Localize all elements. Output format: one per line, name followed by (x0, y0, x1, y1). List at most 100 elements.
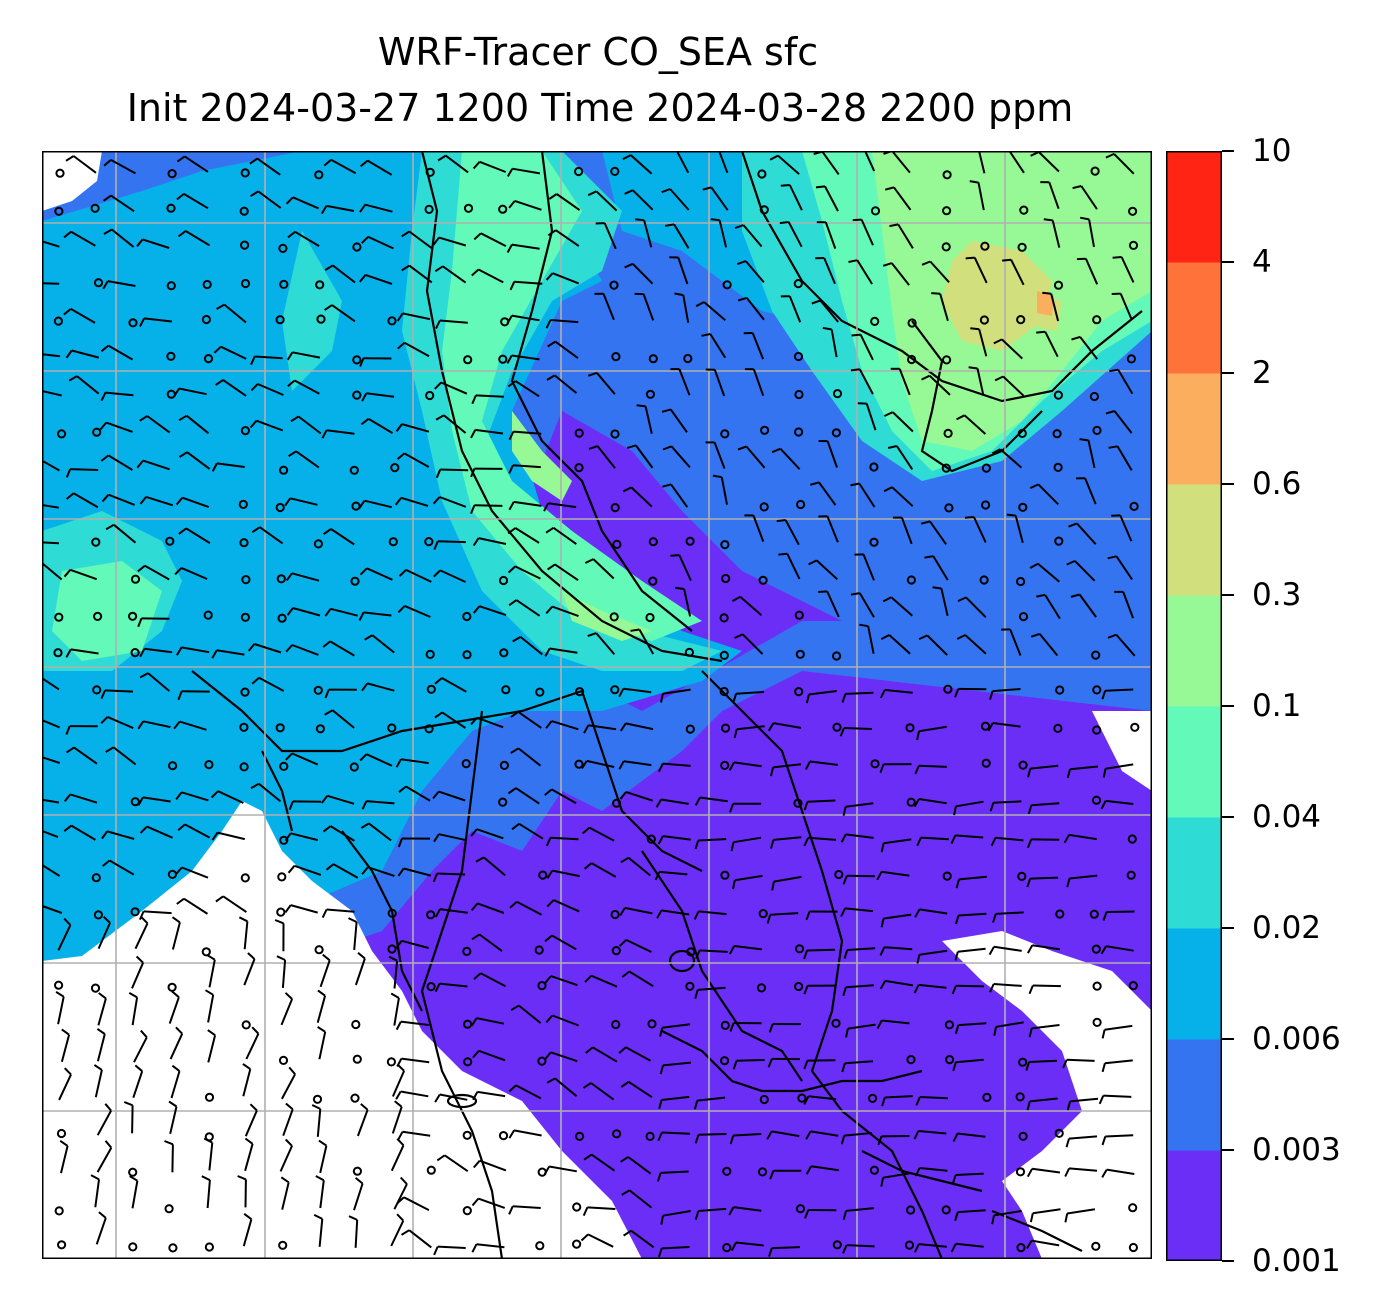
missing-region-se (942, 931, 1152, 1259)
calm-wind-marker (1055, 685, 1065, 695)
wind-barb (95, 1211, 107, 1245)
wind-barb (1030, 632, 1059, 657)
wind-barb (508, 1129, 542, 1139)
wind-barb (137, 564, 170, 581)
calm-wind-marker (831, 428, 842, 438)
wind-barb (656, 909, 690, 919)
wind-barb (915, 1096, 948, 1106)
wind-barb (434, 711, 466, 729)
calm-wind-marker (1090, 166, 1100, 176)
wind-barb (396, 1196, 430, 1211)
wind-barb (102, 280, 136, 290)
wind-barb (581, 759, 615, 769)
colorbar-tick-label: 0.04 (1252, 799, 1322, 835)
wind-barb (203, 1137, 214, 1171)
chart-title-line1: WRF-Tracer CO_SEA sfc (377, 30, 819, 74)
wind-barb (360, 822, 392, 842)
calm-wind-marker (648, 354, 658, 364)
wind-barb (433, 1245, 466, 1256)
wind-barb (470, 428, 504, 439)
calm-wind-marker (279, 761, 289, 772)
calm-wind-marker (611, 352, 621, 362)
colorbar-band (1166, 595, 1222, 707)
wind-barb (955, 875, 987, 889)
wind-barb (768, 1246, 800, 1257)
wind-barb (769, 763, 802, 777)
calm-wind-marker (351, 1019, 361, 1030)
calm-wind-marker (942, 871, 952, 881)
wind-barb (178, 451, 211, 470)
wind-barb (877, 1135, 910, 1146)
wind-barb (842, 1244, 875, 1254)
wind-barb (396, 452, 430, 468)
field-band-0-1-c (562, 591, 652, 641)
calm-wind-marker (981, 463, 992, 473)
calm-wind-marker (1092, 981, 1102, 991)
wind-barb (656, 1170, 689, 1182)
calm-wind-marker (352, 355, 362, 365)
wind-barb (65, 746, 98, 765)
wind-barb (851, 333, 874, 361)
calm-wind-marker (795, 944, 805, 954)
wind-barb (1066, 874, 1098, 888)
wind-barb (1102, 910, 1135, 921)
wind-barb (249, 419, 284, 432)
wind-barb (510, 1004, 542, 1024)
wind-barb (1105, 152, 1135, 175)
calm-wind-marker (1018, 1131, 1028, 1141)
calm-wind-marker (352, 390, 362, 400)
wind-barb (619, 791, 654, 802)
calm-wind-marker (349, 465, 359, 475)
wind-barb (618, 760, 652, 770)
wind-barb (547, 340, 579, 359)
calm-wind-marker (1053, 390, 1064, 400)
calm-wind-marker (315, 280, 325, 290)
wind-barb (211, 831, 246, 841)
wind-barb (96, 1028, 106, 1062)
wind-barb (1079, 438, 1096, 469)
wind-barb (313, 1214, 324, 1247)
wind-barb (100, 715, 134, 730)
wind-barb (969, 180, 985, 211)
wind-barb (42, 863, 61, 877)
wind-barb (243, 952, 256, 986)
wind-barb (1076, 257, 1099, 285)
wind-barb (953, 800, 984, 816)
coastlines (191, 151, 1143, 1259)
wind-barb (587, 371, 616, 395)
wind-barb (1029, 1208, 1061, 1223)
wind-barb (1036, 330, 1059, 358)
wind-barb (876, 1019, 910, 1029)
wind-barb (810, 481, 837, 506)
calm-wind-marker (941, 463, 951, 473)
wind-barb (822, 326, 838, 358)
wind-barb (325, 863, 359, 879)
wind-barb (694, 796, 728, 806)
calm-wind-marker (93, 278, 104, 288)
calm-wind-marker (240, 687, 250, 697)
calm-wind-marker (276, 574, 286, 584)
wind-barb (42, 282, 60, 285)
wind-barb (665, 223, 690, 249)
wind-barb (432, 496, 467, 508)
wind-barb (991, 1210, 1022, 1225)
wind-barb (65, 725, 98, 735)
calm-wind-marker (685, 981, 695, 991)
calm-wind-marker (279, 465, 289, 475)
calm-wind-marker (610, 685, 620, 695)
wind-barb (913, 798, 947, 808)
wind-barb (359, 203, 393, 213)
colorbar-tick-mark (1222, 705, 1234, 707)
wind-barb (916, 949, 948, 964)
wind-barb (582, 1206, 616, 1217)
calm-wind-marker (610, 166, 620, 176)
calm-wind-marker (1053, 280, 1064, 290)
calm-wind-marker (722, 280, 732, 290)
calm-wind-marker (609, 280, 619, 290)
calm-wind-marker (424, 204, 434, 215)
wind-barb (950, 834, 984, 845)
calm-wind-marker (501, 685, 511, 695)
wind-barb (729, 1022, 762, 1032)
wind-barb (594, 292, 615, 321)
calm-wind-marker (832, 389, 843, 399)
